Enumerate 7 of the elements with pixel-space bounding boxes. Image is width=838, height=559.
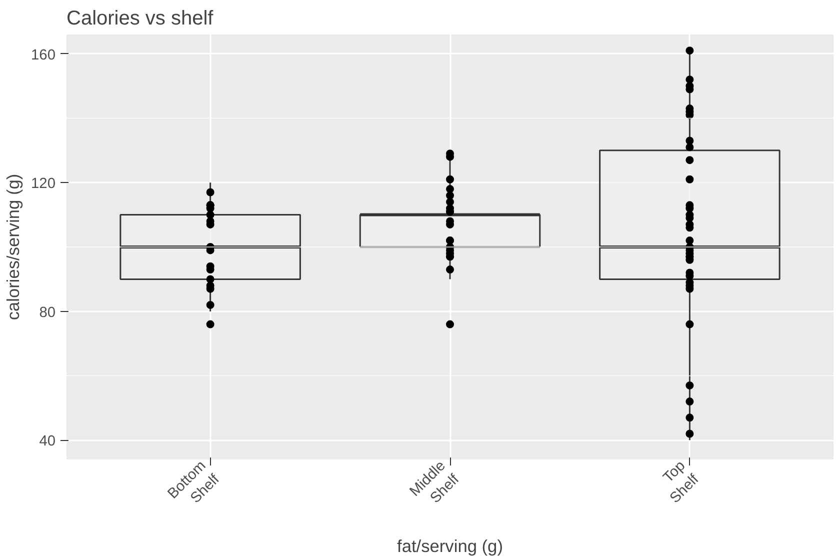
y-tick-label: 40 xyxy=(39,434,56,450)
y-tick-label: 160 xyxy=(31,47,56,64)
y-tick-label: 80 xyxy=(39,304,56,321)
y-tick-label: 120 xyxy=(31,176,56,192)
chart-title: Calories vs shelf xyxy=(66,8,214,30)
x-axis-title: fat/serving (g) xyxy=(397,536,503,556)
y-axis-title: calories/serving (g) xyxy=(3,174,24,320)
